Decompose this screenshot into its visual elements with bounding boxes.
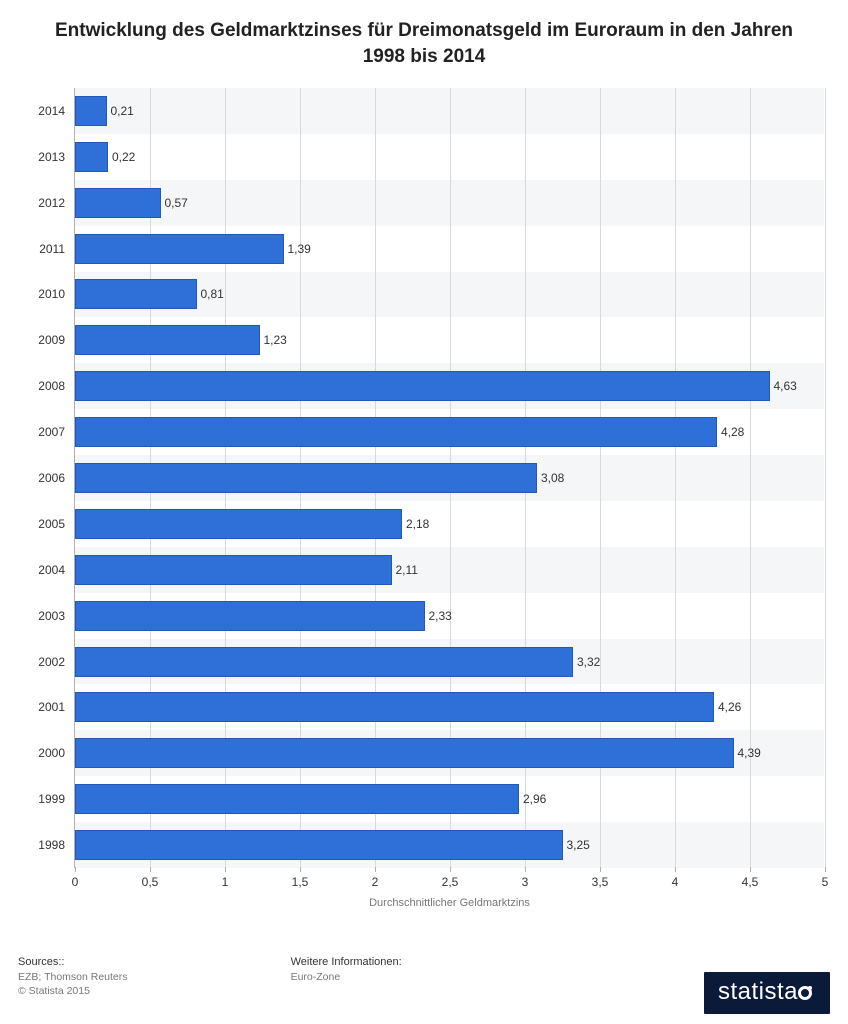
bar-value-label: 3,08 bbox=[541, 471, 564, 485]
y-category-label: 2006 bbox=[38, 471, 65, 485]
bar bbox=[75, 142, 108, 172]
y-category-label: 2002 bbox=[38, 655, 65, 669]
statista-logo: statista bbox=[704, 972, 830, 1014]
bar bbox=[75, 279, 197, 309]
bar-value-label: 0,21 bbox=[111, 104, 134, 118]
xtick-label: 5 bbox=[822, 875, 829, 889]
bar-value-label: 2,11 bbox=[396, 563, 418, 577]
xtick-mark bbox=[750, 867, 751, 872]
sources-text: EZB; Thomson Reuters bbox=[18, 970, 128, 984]
bar-value-label: 4,39 bbox=[738, 746, 761, 760]
bar bbox=[75, 738, 734, 768]
bar-value-label: 0,22 bbox=[112, 150, 135, 164]
y-category-label: 2007 bbox=[38, 425, 65, 439]
bar bbox=[75, 96, 107, 126]
bar-value-label: 1,39 bbox=[288, 242, 311, 256]
info-text: Euro-Zone bbox=[291, 970, 402, 984]
gridline bbox=[825, 88, 826, 867]
chart-title: Entwicklung des Geldmarktzinses für Drei… bbox=[0, 0, 848, 75]
bar bbox=[75, 784, 519, 814]
bar-value-label: 4,28 bbox=[721, 425, 744, 439]
bar bbox=[75, 692, 714, 722]
bar-value-label: 2,18 bbox=[406, 517, 429, 531]
copyright-text: © Statista 2015 bbox=[18, 984, 128, 998]
bar bbox=[75, 417, 717, 447]
xtick-label: 3,5 bbox=[592, 875, 609, 889]
xtick-mark bbox=[825, 867, 826, 872]
chart-container: Durchschnittlicher Geldmarktzins 0 0,5 1 1,… bbox=[14, 78, 834, 908]
footer: Sources:: EZB; Thomson Reuters © Statist… bbox=[0, 946, 848, 1024]
y-category-label: 2011 bbox=[39, 242, 65, 256]
y-category-label: 2004 bbox=[38, 563, 65, 577]
bar-value-label: 3,25 bbox=[567, 838, 590, 852]
y-category-label: 2012 bbox=[38, 196, 65, 210]
y-category-label: 2010 bbox=[38, 287, 65, 301]
xtick-mark bbox=[75, 867, 76, 872]
xtick-label: 1 bbox=[222, 875, 229, 889]
xtick-label: 4 bbox=[672, 875, 679, 889]
bar bbox=[75, 234, 284, 264]
sources-block: Sources:: EZB; Thomson Reuters © Statist… bbox=[18, 956, 128, 998]
bar-value-label: 0,81 bbox=[201, 287, 224, 301]
sources-header: Sources:: bbox=[18, 956, 128, 968]
xtick-label: 0 bbox=[72, 875, 79, 889]
xtick-mark bbox=[675, 867, 676, 872]
bar bbox=[75, 647, 573, 677]
xtick-label: 2,5 bbox=[442, 875, 459, 889]
xtick-mark bbox=[375, 867, 376, 872]
logo-dot-icon bbox=[798, 986, 812, 1000]
bar bbox=[75, 555, 392, 585]
xtick-mark bbox=[150, 867, 151, 872]
xtick-mark bbox=[600, 867, 601, 872]
xtick-label: 4,5 bbox=[742, 875, 759, 889]
bar bbox=[75, 601, 425, 631]
bar-value-label: 2,33 bbox=[429, 609, 452, 623]
bar bbox=[75, 371, 770, 401]
y-category-label: 2014 bbox=[38, 104, 65, 118]
bar-value-label: 4,63 bbox=[774, 379, 797, 393]
xtick-mark bbox=[450, 867, 451, 872]
y-category-label: 2001 bbox=[38, 700, 65, 714]
xtick-mark bbox=[525, 867, 526, 872]
bar bbox=[75, 188, 161, 218]
y-category-label: 2003 bbox=[38, 609, 65, 623]
x-axis-label: Durchschnittlicher Geldmarktzins bbox=[369, 897, 530, 909]
xtick-mark bbox=[225, 867, 226, 872]
xtick-label: 1,5 bbox=[292, 875, 309, 889]
info-header: Weitere Informationen: bbox=[291, 956, 402, 968]
bar bbox=[75, 509, 402, 539]
bar-value-label: 1,23 bbox=[264, 333, 287, 347]
bar-value-label: 3,32 bbox=[577, 655, 600, 669]
y-category-label: 2005 bbox=[38, 517, 65, 531]
xtick-label: 3 bbox=[522, 875, 529, 889]
bar bbox=[75, 463, 537, 493]
xtick-mark bbox=[300, 867, 301, 872]
y-category-label: 2008 bbox=[38, 379, 65, 393]
y-category-label: 1998 bbox=[38, 838, 65, 852]
bar-value-label: 0,57 bbox=[165, 196, 188, 210]
bar bbox=[75, 325, 260, 355]
y-category-label: 2013 bbox=[38, 150, 65, 164]
y-category-label: 2000 bbox=[38, 746, 65, 760]
bar-value-label: 2,96 bbox=[523, 792, 546, 806]
info-block: Weitere Informationen: Euro-Zone bbox=[291, 956, 402, 984]
y-category-label: 2009 bbox=[38, 333, 65, 347]
y-category-label: 1999 bbox=[38, 792, 65, 806]
plot-area: Durchschnittlicher Geldmarktzins 00,511,… bbox=[74, 88, 824, 868]
xtick-label: 2 bbox=[372, 875, 379, 889]
bar bbox=[75, 830, 563, 860]
bar-value-label: 4,26 bbox=[718, 700, 741, 714]
xtick-label: 0,5 bbox=[142, 875, 159, 889]
